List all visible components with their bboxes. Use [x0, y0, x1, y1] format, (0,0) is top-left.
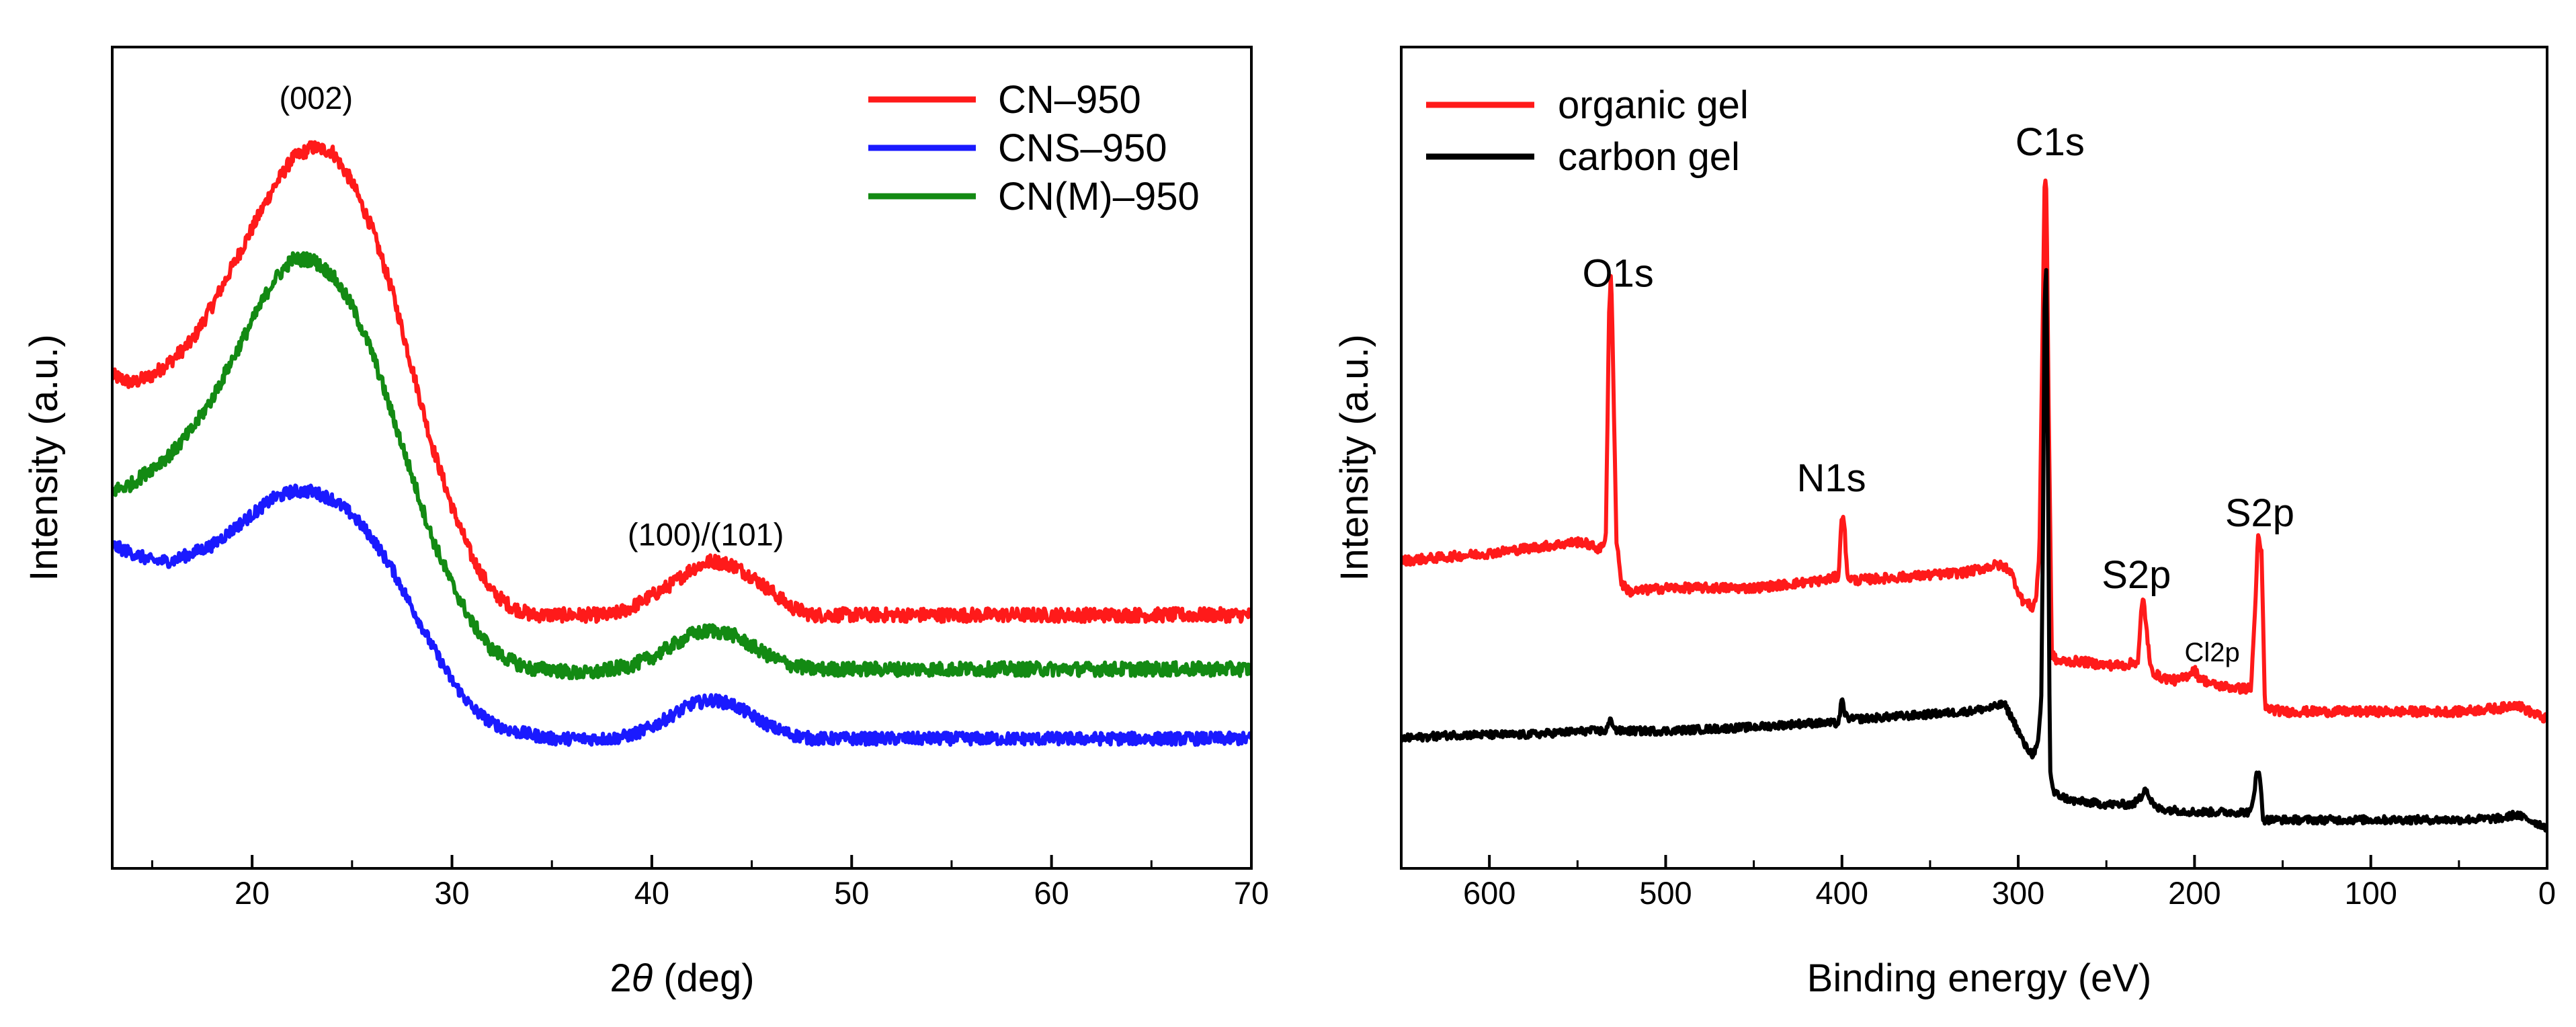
- xrd-x-tick-label: 40: [634, 875, 669, 911]
- xps-series-group: [1401, 178, 2547, 833]
- xps-x-axis-label: Binding energy (eV): [1807, 956, 2152, 1000]
- xrd-y-axis-label: Intensity (a.u.): [22, 334, 66, 581]
- xps-plot-frame: [1400, 46, 2548, 870]
- xps-legend-label-organic-gel: organic gel: [1558, 83, 1749, 127]
- xrd-panel: 20 30 40 50 60 70 (002) (100)/(101) 2θ (deg) I…: [22, 46, 1269, 1000]
- xrd-series-line-2: [112, 251, 1251, 680]
- xps-x-tick-label: 400: [1816, 875, 1868, 911]
- xps-peak-annotation: N1s: [1796, 456, 1866, 500]
- xps-legend: organic gel carbon gel: [1426, 83, 1749, 179]
- xps-y-axis-label: Intensity (a.u.): [1333, 334, 1376, 581]
- xps-x-tick-label: 100: [2344, 875, 2397, 911]
- xrd-x-ticks: 20 30 40 50 60 70: [151, 855, 1269, 911]
- xps-peak-annotation: Cl2p: [2184, 638, 2239, 667]
- xrd-x-tick-label: 50: [834, 875, 869, 911]
- xps-x-tick-label: 500: [1639, 875, 1692, 911]
- xrd-x-axis-label-prefix: 2: [610, 956, 631, 1000]
- xps-peak-annotation: S2p: [2102, 553, 2171, 597]
- xps-series-line-0: [1401, 178, 2547, 724]
- xrd-legend-label-cns950: CNS–950: [998, 126, 1167, 170]
- xps-series-line-1: [1401, 268, 2547, 833]
- xps-peak-annotation: O1s: [1582, 251, 1653, 295]
- xrd-peak-annotation: (002): [279, 80, 353, 116]
- xps-panel: 600 500 400 300 200 100 0 C1sO1sN1sS2pCl2pS2p …: [1333, 46, 2556, 1000]
- xrd-x-axis-label-symbol: θ: [632, 956, 653, 1000]
- xps-x-tick-label: 600: [1463, 875, 1515, 911]
- xrd-series-line-0: [112, 140, 1251, 624]
- xrd-x-axis-label: 2θ (deg): [610, 956, 754, 1000]
- xrd-x-tick-label: 70: [1234, 875, 1269, 911]
- xrd-legend: CN–950 CNS–950 CN(M)–950: [868, 78, 1200, 218]
- xps-x-ticks: 600 500 400 300 200 100 0: [1400, 855, 2556, 911]
- xps-x-tick-label: 200: [2168, 875, 2220, 911]
- xps-x-tick-label: 0: [2538, 875, 2556, 911]
- xrd-x-tick-label: 20: [235, 875, 269, 911]
- xrd-legend-label-cn950: CN–950: [998, 78, 1141, 122]
- xrd-annotations: (002) (100)/(101): [279, 80, 784, 552]
- xrd-x-axis-label-suffix: (deg): [653, 956, 755, 1000]
- xps-peak-annotation: S2p: [2225, 491, 2294, 535]
- xrd-peak-annotation: (100)/(101): [628, 517, 784, 552]
- xrd-legend-label-cnm950: CN(M)–950: [998, 175, 1200, 218]
- xps-annotations: C1s O1s N1s S2p Cl2p S2p: [1582, 120, 2294, 667]
- xrd-series-line-1: [112, 483, 1251, 747]
- xps-x-tick-label: 300: [1992, 875, 2044, 911]
- xps-legend-label-carbon-gel: carbon gel: [1558, 135, 1740, 179]
- xrd-x-tick-label: 30: [434, 875, 469, 911]
- xrd-series-group: [112, 140, 1251, 747]
- xps-peak-annotation: C1s: [2016, 120, 2085, 164]
- xrd-plot-frame: [111, 46, 1253, 870]
- xrd-x-tick-label: 60: [1034, 875, 1069, 911]
